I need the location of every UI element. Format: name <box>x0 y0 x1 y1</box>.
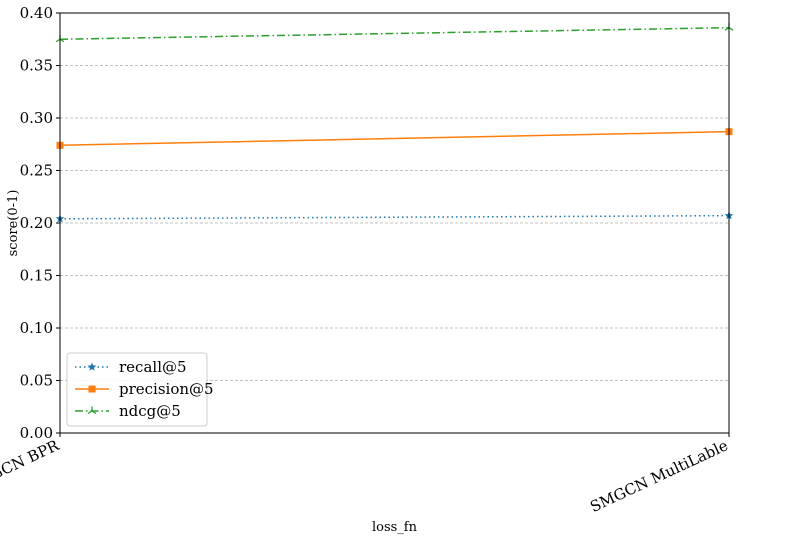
star-icon <box>87 362 97 371</box>
y-tick-label: 0.30 <box>20 109 53 127</box>
y-tick-label: 0.35 <box>20 57 53 75</box>
y-axis-label: score(0-1) <box>6 190 21 257</box>
x-tick-label: SMGCN BPR <box>0 436 62 495</box>
tri-icon <box>87 406 97 415</box>
series-line <box>59 130 730 147</box>
x-tick-label: SMGCN MultiLable <box>587 436 730 516</box>
y-tick-label: 0.10 <box>20 319 53 337</box>
legend-box <box>66 352 208 427</box>
y-tick-label: 0.40 <box>20 4 53 22</box>
square-icon <box>88 385 96 393</box>
y-tick-label: 0.15 <box>20 267 53 285</box>
x-axis-label: loss_fn <box>372 520 418 535</box>
x-axis-ticks: SMGCN BPR SMGCN MultiLable <box>0 433 731 516</box>
series-line <box>59 26 730 40</box>
y-tick-label: 0.05 <box>20 372 53 390</box>
legend-label: recall@5 <box>119 358 187 376</box>
y-axis-ticks: 0.00 0.05 0.10 0.15 0.20 0.25 0.30 0.35 0.40 <box>20 4 60 442</box>
legend: recall@5 precision@5 ndcg@5 <box>66 352 214 427</box>
y-tick-label: 0.25 <box>20 162 53 180</box>
y-tick-label: 0.20 <box>20 214 53 232</box>
series-line <box>59 214 730 220</box>
legend-label: precision@5 <box>119 380 214 398</box>
series-lines <box>55 23 734 223</box>
legend-label: ndcg@5 <box>119 402 181 420</box>
y-tick-label: 0.00 <box>20 424 53 442</box>
